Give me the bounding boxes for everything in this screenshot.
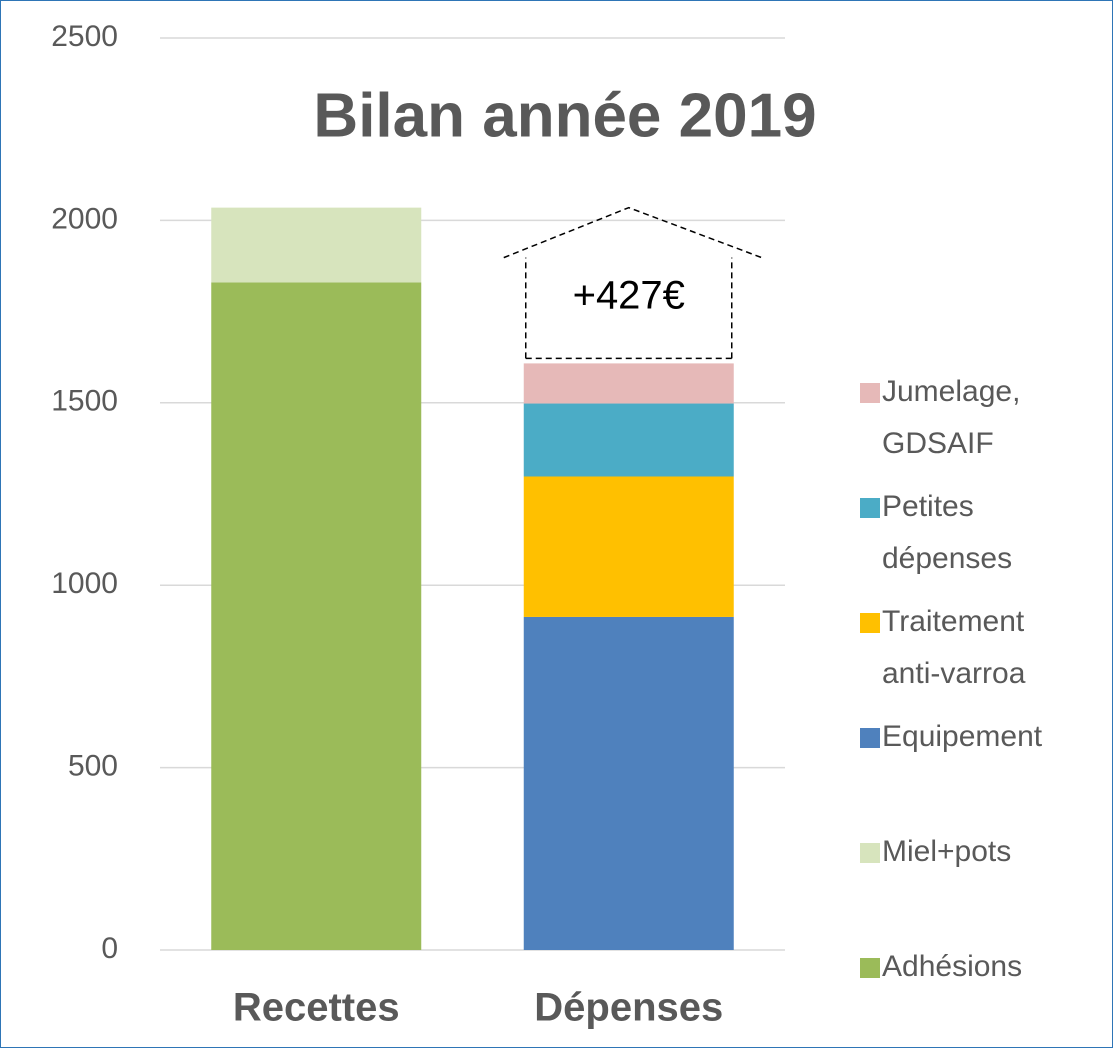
legend-label: Adhésions [882,950,1022,983]
legend-label: Petites dépenses [882,490,1012,575]
y-tick-label: 0 [101,932,118,965]
bar-segment [523,476,734,617]
chart-title: Bilan année 2019 [313,81,816,150]
y-tick-label: 500 [68,750,118,783]
bar-segment [523,616,734,950]
legend-swatch [860,613,880,633]
legend-swatch [860,498,880,518]
legend-label: Miel+pots [882,835,1011,868]
x-tick-label: Recettes [233,986,400,1030]
legend-swatch [860,843,880,863]
legend-label: Traitement anti-varroa [882,605,1026,690]
legend-label: Equipement [882,720,1043,753]
bar-segment [523,363,734,404]
y-tick-label: 2000 [51,202,118,235]
bar-segment [523,403,734,477]
legend-label: Jumelage, GDSAIF [882,375,1020,460]
bar-segment [211,282,422,950]
legend-swatch [860,383,880,403]
annotation: +427€ [573,274,685,318]
y-tick-label: 1000 [51,567,118,600]
legend-swatch [860,728,880,748]
difference-arrow [503,206,763,360]
y-tick-label: 1500 [51,385,118,418]
legend-swatch [860,958,880,978]
y-tick-label: 2500 [51,20,118,53]
bar-segment [211,207,422,283]
x-tick-label: Dépenses [534,986,723,1030]
